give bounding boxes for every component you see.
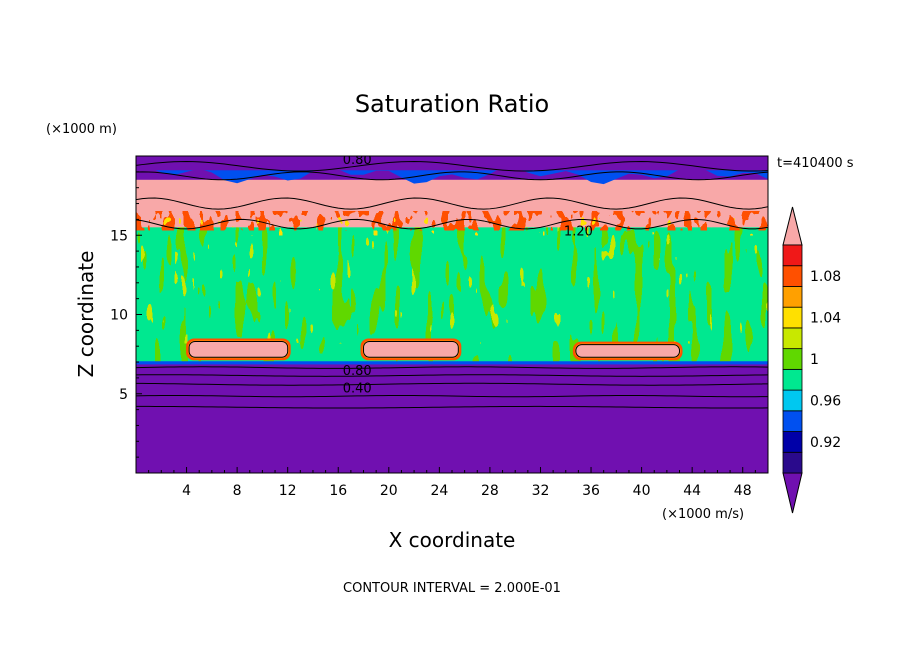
x-axis-ticks: 4 8 12 16 20 24 28 32 36 40 44 48	[148, 467, 756, 499]
colorbar-segment	[782, 327, 803, 350]
contour-label: 0.40	[343, 381, 372, 396]
y-tick-label: 5	[119, 387, 128, 403]
x-tick-label: 36	[582, 483, 600, 499]
colorbar-segment	[782, 244, 803, 267]
x-tick-label: 44	[683, 483, 701, 499]
contour-line	[136, 405, 768, 409]
x-tick-label: 40	[633, 483, 651, 499]
contour-line	[136, 394, 768, 398]
contour-line	[136, 197, 768, 210]
colorbar-under-triangle	[782, 472, 803, 514]
y-axis-ticks: 5 10 15	[110, 171, 142, 458]
plot-area: 0.80 1.20 0.80 0.40	[136, 153, 768, 473]
x-tick-label: 20	[380, 483, 398, 499]
x-tick-label: 16	[329, 483, 347, 499]
x-tick-label: 48	[734, 483, 752, 499]
colorbar-segment	[782, 368, 803, 391]
supersaturated-texture-yellow	[136, 217, 768, 236]
contour-lines	[136, 161, 768, 409]
x-tick-label: 28	[481, 483, 499, 499]
colorbar-segment	[782, 306, 803, 329]
x-tick-label: 12	[279, 483, 297, 499]
contour-line	[136, 171, 768, 181]
x-tick-label: 24	[430, 483, 448, 499]
upper-dry-layer	[136, 156, 768, 171]
colorbar-label: 1.08	[810, 269, 841, 285]
y-axis-label: Z coordinate	[74, 251, 98, 378]
colorbar-segment	[782, 265, 803, 287]
contour-labels: 0.80 1.20 0.80 0.40	[343, 153, 593, 396]
contour-line	[136, 374, 768, 377]
colorbar-segment	[782, 348, 803, 370]
x-tick-label: 32	[532, 483, 550, 499]
lens-cell-inner	[575, 344, 681, 358]
contour-interval-note: CONTOUR INTERVAL = 2.000E-01	[343, 581, 561, 596]
colorbar-label: 0.96	[810, 393, 841, 409]
lens-cell-inner	[363, 340, 459, 358]
contour-line	[136, 218, 768, 230]
lens-cell-inner	[188, 340, 289, 358]
colorbar-segment	[782, 286, 803, 308]
x-unit-label: (×1000 m/s)	[662, 507, 744, 522]
time-label: t=410400 s	[777, 156, 854, 171]
chart-title: Saturation Ratio	[355, 90, 549, 118]
colorbar-label: 1	[810, 352, 819, 368]
colorbar: 0.92 0.96 1 1.04 1.08	[782, 206, 841, 514]
cloud-base-edge	[136, 361, 768, 365]
contour-label: 1.20	[564, 224, 593, 239]
contour-line	[136, 382, 768, 386]
contour-line	[136, 161, 768, 172]
contour-line	[136, 366, 768, 369]
lens-cells	[186, 338, 683, 361]
colorbar-segment	[782, 431, 803, 453]
y-tick-label: 15	[110, 228, 128, 244]
x-axis-label: X coordinate	[389, 528, 516, 552]
x-tick-label: 8	[233, 483, 242, 499]
y-tick-label: 10	[110, 308, 128, 324]
contour-label: 0.80	[343, 364, 372, 379]
y-unit-label: (×1000 m)	[46, 122, 117, 137]
colorbar-segment	[782, 410, 803, 432]
x-tick-label: 4	[182, 483, 191, 499]
contour-label: 0.80	[343, 153, 372, 168]
colorbar-segment	[782, 451, 803, 474]
colorbar-label: 0.92	[810, 435, 841, 451]
colorbar-over-triangle	[782, 206, 803, 246]
colorbar-segment	[782, 389, 803, 412]
colorbar-label: 1.04	[810, 311, 841, 327]
cloud-layer-texture-yellowgreen	[136, 227, 768, 344]
